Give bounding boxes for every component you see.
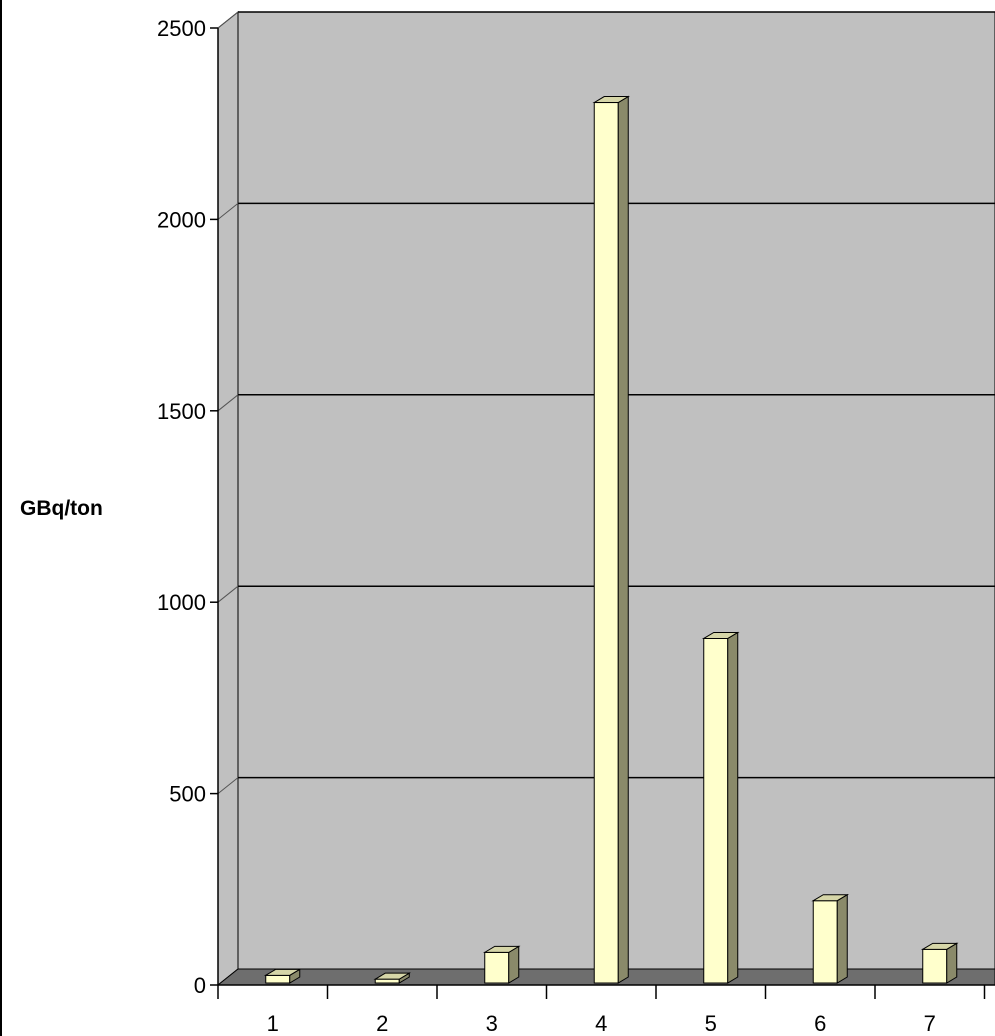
x-tick-label: 5 (705, 1011, 717, 1036)
bar-top (701, 631, 740, 639)
chart-axes (217, 28, 995, 986)
bar-top (373, 972, 412, 980)
bar (920, 942, 959, 984)
bar (701, 631, 740, 984)
bar-top (482, 945, 521, 953)
x-tick-label: 3 (486, 1011, 498, 1036)
bar-top (811, 894, 850, 902)
y-tick-label: 1500 (157, 399, 206, 424)
y-tick-label: 2500 (157, 16, 206, 41)
x-tick-label: 4 (595, 1011, 607, 1036)
bar-front (922, 948, 948, 984)
bar-front (374, 978, 400, 984)
y-tick-label: 2000 (157, 207, 206, 232)
bar-front (593, 102, 619, 984)
bar-front (265, 974, 291, 984)
gridline-side (217, 11, 239, 29)
bar-top (592, 96, 631, 104)
gridline-side (217, 585, 239, 603)
y-axis-title: GBq/ton (20, 497, 103, 520)
bar-side (727, 631, 739, 984)
bar-top (263, 968, 302, 976)
x-tick-label: 7 (924, 1011, 936, 1036)
bar-front (812, 900, 838, 984)
x-tick-label: 2 (376, 1011, 388, 1036)
bar-front (703, 637, 729, 984)
gridline-side (217, 394, 239, 412)
y-tick-label: 1000 (157, 590, 206, 615)
bar (263, 968, 302, 984)
page-left-border (0, 0, 2, 1036)
gridline-side (217, 777, 239, 794)
y-axis-ticks: 0 500 1000 1500 2000 2500 (157, 16, 218, 998)
bar (373, 972, 412, 984)
bar (592, 95, 631, 984)
y-tick-label: 500 (169, 782, 206, 807)
bar-side (836, 893, 848, 984)
x-tick-label: 6 (814, 1011, 826, 1036)
x-axis-ticks: 1 2 3 4 5 6 7 (217, 985, 986, 1036)
gridline-side (217, 203, 239, 220)
side-wall (217, 10, 239, 987)
y-tick-label: 0 (194, 973, 206, 998)
bar-side (946, 942, 958, 984)
bar (811, 893, 850, 984)
bar-top (920, 942, 959, 950)
bar-front (484, 951, 510, 984)
bar (482, 945, 521, 984)
bar-side (617, 95, 629, 984)
chart-bars (263, 95, 959, 984)
x-tick-label: 1 (267, 1011, 279, 1036)
